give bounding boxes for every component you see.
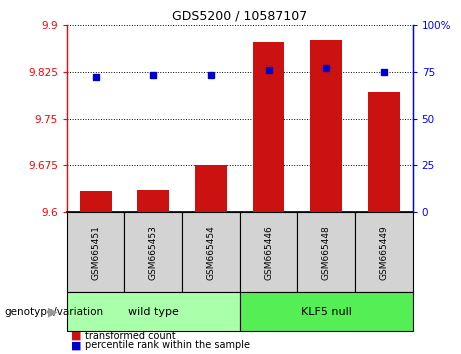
Text: GSM665448: GSM665448 bbox=[322, 225, 331, 280]
Bar bbox=[195, 165, 227, 212]
Text: GSM665446: GSM665446 bbox=[264, 225, 273, 280]
Bar bbox=[253, 42, 284, 212]
Bar bbox=[137, 190, 169, 212]
Text: ■: ■ bbox=[71, 331, 82, 341]
Text: GSM665451: GSM665451 bbox=[91, 225, 100, 280]
Text: GSM665449: GSM665449 bbox=[379, 225, 388, 280]
Text: genotype/variation: genotype/variation bbox=[5, 307, 104, 316]
Bar bbox=[80, 191, 112, 212]
Bar bbox=[310, 40, 342, 212]
Text: wild type: wild type bbox=[128, 307, 179, 316]
Bar bbox=[368, 92, 400, 212]
Text: GSM665453: GSM665453 bbox=[149, 225, 158, 280]
Title: GDS5200 / 10587107: GDS5200 / 10587107 bbox=[172, 9, 307, 22]
Text: ■: ■ bbox=[71, 341, 82, 350]
Text: GSM665454: GSM665454 bbox=[207, 225, 215, 280]
Text: percentile rank within the sample: percentile rank within the sample bbox=[85, 341, 250, 350]
Text: KLF5 null: KLF5 null bbox=[301, 307, 352, 316]
Text: transformed count: transformed count bbox=[85, 331, 176, 341]
Text: ▶: ▶ bbox=[48, 305, 58, 318]
